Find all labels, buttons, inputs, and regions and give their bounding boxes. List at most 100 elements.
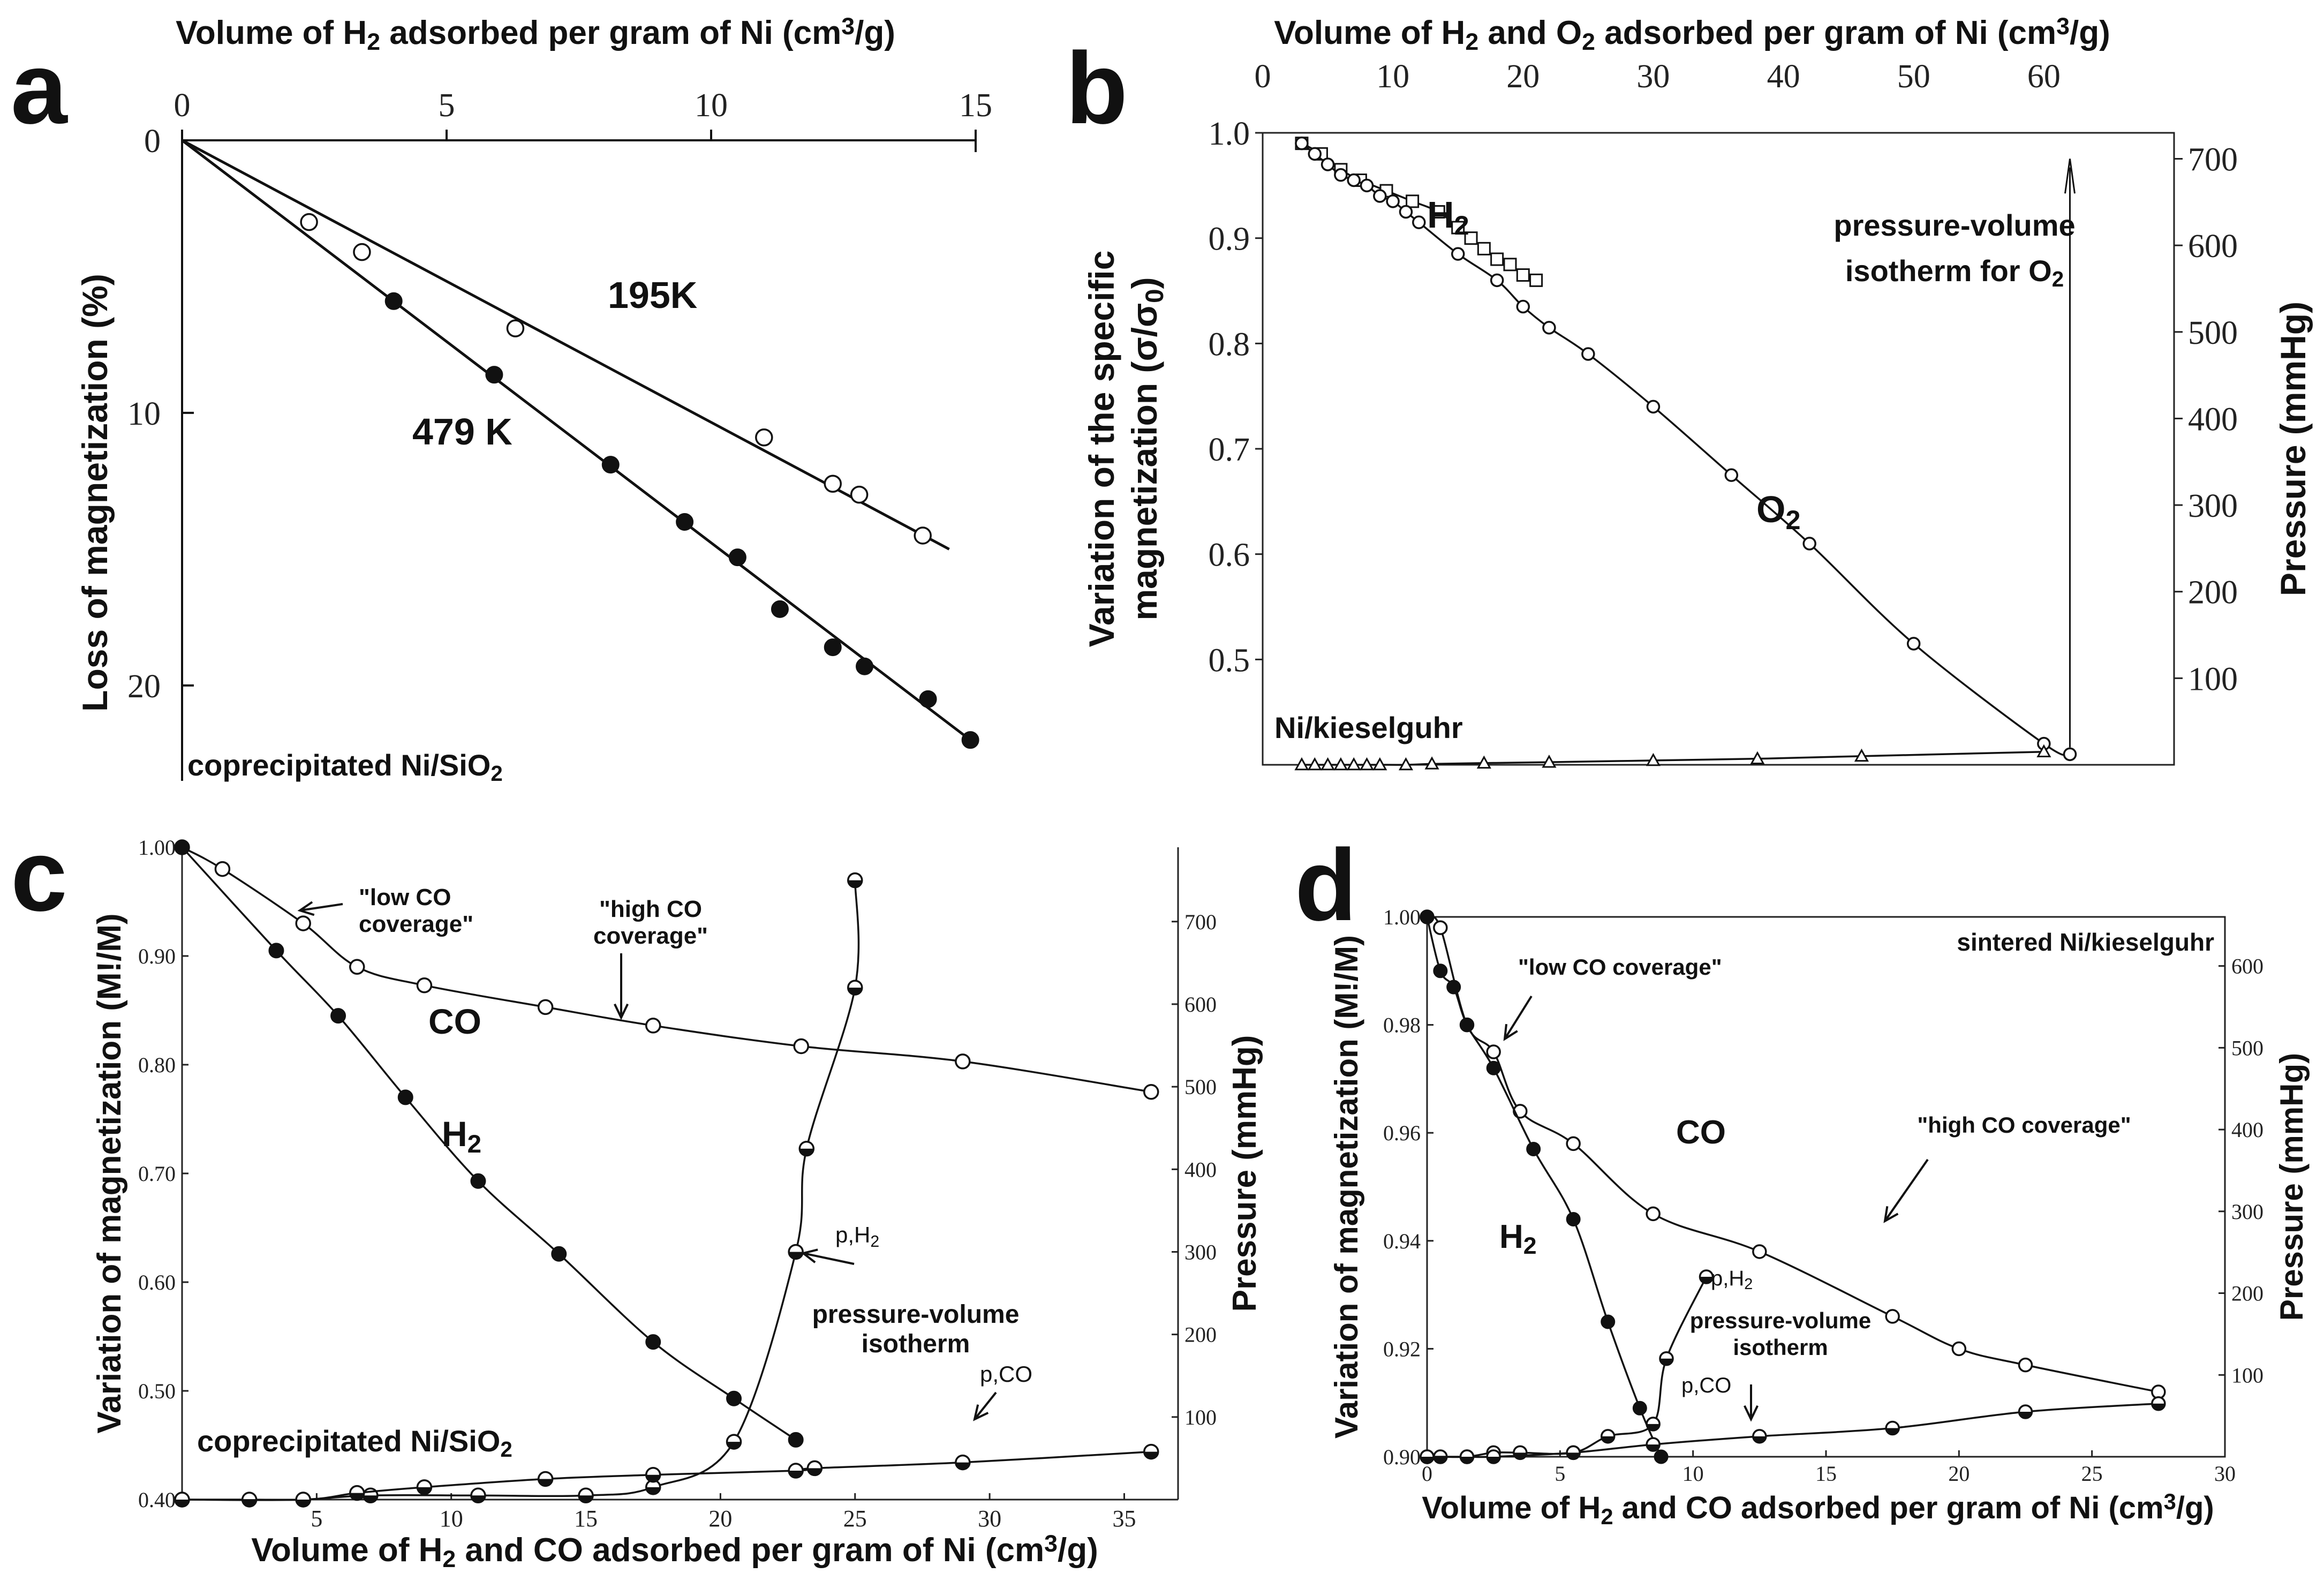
ytick-label-c-5: 0.90 xyxy=(138,944,176,968)
y2tick-label-c-1: 200 xyxy=(1184,1323,1217,1347)
point-c-0-8 xyxy=(955,1053,971,1070)
annot-d-iso-1: pressure-volume xyxy=(1690,1308,1871,1333)
series-label-d-h2-part-0: H xyxy=(1499,1218,1523,1255)
point-c-0-5 xyxy=(537,999,554,1015)
point-a-1-1 xyxy=(485,366,503,384)
panel-note-a: coprecipitated Ni/SiO2 xyxy=(187,748,503,786)
arrow-d-pco-head xyxy=(1744,1405,1759,1422)
arrow-c-pco xyxy=(973,1391,997,1421)
ytick-label-c-1: 0.50 xyxy=(138,1379,176,1403)
point-b-2-3 xyxy=(1333,757,1348,771)
panel-letter-b: b xyxy=(1066,32,1128,145)
panel-note-c-part-0: coprecipitated Ni/SiO xyxy=(197,1424,500,1458)
point-c-3-2-fill xyxy=(350,1493,364,1500)
point-d-3-5-fill xyxy=(1753,1436,1766,1443)
point-b-2-12 xyxy=(1750,751,1765,764)
curve-c-3 xyxy=(182,1450,1151,1501)
point-c-0-9 xyxy=(1143,1084,1159,1100)
point-d-2-6-fill xyxy=(1601,1436,1614,1443)
point-c-2-7 xyxy=(726,1434,742,1450)
point-c-3-6 xyxy=(788,1463,804,1479)
point-d-1-6 xyxy=(1566,1211,1581,1226)
point-b-1-11 xyxy=(1490,273,1504,288)
point-a-0-4 xyxy=(824,475,842,493)
y2tick-label-b-5: 600 xyxy=(2188,228,2238,265)
point-d-2-7 xyxy=(1646,1417,1661,1432)
xtick-label-c-2: 15 xyxy=(574,1505,598,1532)
point-c-1-7 xyxy=(726,1390,742,1406)
y2-axis-title-b: Pressure (mmHg) xyxy=(2273,302,2313,596)
point-c-1-4 xyxy=(470,1173,486,1189)
annot-c-highco-1: "high CO xyxy=(599,896,702,922)
annot-d-lowco: "low CO coverage" xyxy=(1518,954,1722,980)
y2tick-label-c-6: 700 xyxy=(1184,910,1217,934)
ytick-label-d-1: 0.92 xyxy=(1383,1337,1421,1361)
x-axis-title-c-part-1: 2 xyxy=(442,1546,456,1572)
panel-letter-d: d xyxy=(1295,829,1357,942)
point-c-2-9-fill xyxy=(799,1148,814,1156)
y2tick-label-c-0: 100 xyxy=(1184,1405,1217,1429)
annot-d-ph2-part-1: 2 xyxy=(1744,1276,1753,1293)
xtick-label-d-1: 5 xyxy=(1555,1462,1565,1486)
point-b-0-8 xyxy=(1464,231,1478,245)
y2tick-label-d-5: 600 xyxy=(2231,954,2263,978)
arrow-c-pco-head xyxy=(973,1404,989,1421)
y2tick-label-d-1: 200 xyxy=(2231,1282,2263,1306)
series-label-c-h2-part-0: H xyxy=(442,1114,467,1154)
xtick-label-a-3: 15 xyxy=(959,87,992,124)
point-d-2-7-fill xyxy=(1647,1424,1660,1431)
x-axis-title-a-part-0: Volume of H xyxy=(176,14,367,51)
iso-label-b-line2-part-1: 2 xyxy=(2052,267,2064,291)
point-d-1-4 xyxy=(1486,1060,1501,1075)
point-d-3-0-fill xyxy=(1421,1457,1433,1463)
point-c-3-7-fill xyxy=(808,1468,822,1475)
point-d-3-8 xyxy=(2151,1396,2166,1411)
point-c-3-8 xyxy=(955,1454,971,1471)
point-b-0-5 xyxy=(1406,194,1420,208)
x-axis-title-d-part-4: /g) xyxy=(2176,1490,2214,1525)
annot-c-ph2: p,H2 xyxy=(835,1222,879,1251)
y2tick-label-b-3: 400 xyxy=(2188,401,2238,438)
point-b-1-4 xyxy=(1347,173,1361,187)
point-b-1-14 xyxy=(1581,347,1595,361)
point-d-3-2 xyxy=(1486,1449,1501,1464)
xtick-label-c-3: 20 xyxy=(708,1505,732,1532)
xtick-label-b-1: 10 xyxy=(1376,58,1409,95)
xtick-label-b-3: 30 xyxy=(1636,58,1670,95)
point-b-0-9 xyxy=(1477,242,1491,255)
arrow-c-highco xyxy=(614,953,629,1020)
point-d-3-6 xyxy=(1885,1420,1900,1436)
series-label-b-o2: O2 xyxy=(1756,488,1800,535)
x-axis-title-a: Volume of H2 adsorbed per gram of Ni (cm… xyxy=(176,13,895,55)
point-d-2-4 xyxy=(1513,1445,1528,1460)
point-d-0-9 xyxy=(1951,1341,1967,1357)
point-b-1-2 xyxy=(1321,157,1335,171)
point-b-0-11 xyxy=(1503,258,1517,272)
point-c-3-1-fill xyxy=(296,1500,311,1507)
ytick-label-d-2: 0.94 xyxy=(1383,1229,1421,1253)
panel-note-c-part-1: 2 xyxy=(500,1437,512,1462)
point-c-3-3 xyxy=(416,1479,433,1495)
panel-note-a-part-1: 2 xyxy=(491,761,502,786)
arrow-c-lowco xyxy=(297,901,343,916)
y-axis-title-b-line1: Variation of the specific xyxy=(1082,251,1121,648)
y2-axis-title-d: Pressure (mmHg) xyxy=(2274,1053,2310,1321)
point-c-0-2 xyxy=(295,915,311,931)
point-d-1-2 xyxy=(1446,980,1461,995)
y2tick-label-c-3: 400 xyxy=(1184,1157,1217,1181)
y2tick-label-b-4: 500 xyxy=(2188,315,2238,351)
annot-c-pco: p,CO xyxy=(980,1361,1032,1387)
arrow-d-lowco xyxy=(1503,995,1533,1041)
point-c-2-3-fill xyxy=(363,1495,378,1503)
x-axis-title-a-part-4: /g) xyxy=(855,14,895,51)
point-b-2-9 xyxy=(1476,755,1491,769)
curve-d-2 xyxy=(1427,1276,1708,1458)
point-c-2-5-fill xyxy=(579,1495,593,1503)
point-b-0-7 xyxy=(1451,221,1465,235)
curve-c-2 xyxy=(182,880,860,1501)
x-axis-title-c: Volume of H2 and CO adsorbed per gram of… xyxy=(251,1531,1098,1572)
x-axis-title-d-part-2: and CO adsorbed per gram of Ni (cm xyxy=(1613,1490,2164,1525)
point-c-1-5 xyxy=(551,1246,567,1262)
arrow-d-pco xyxy=(1744,1384,1759,1422)
